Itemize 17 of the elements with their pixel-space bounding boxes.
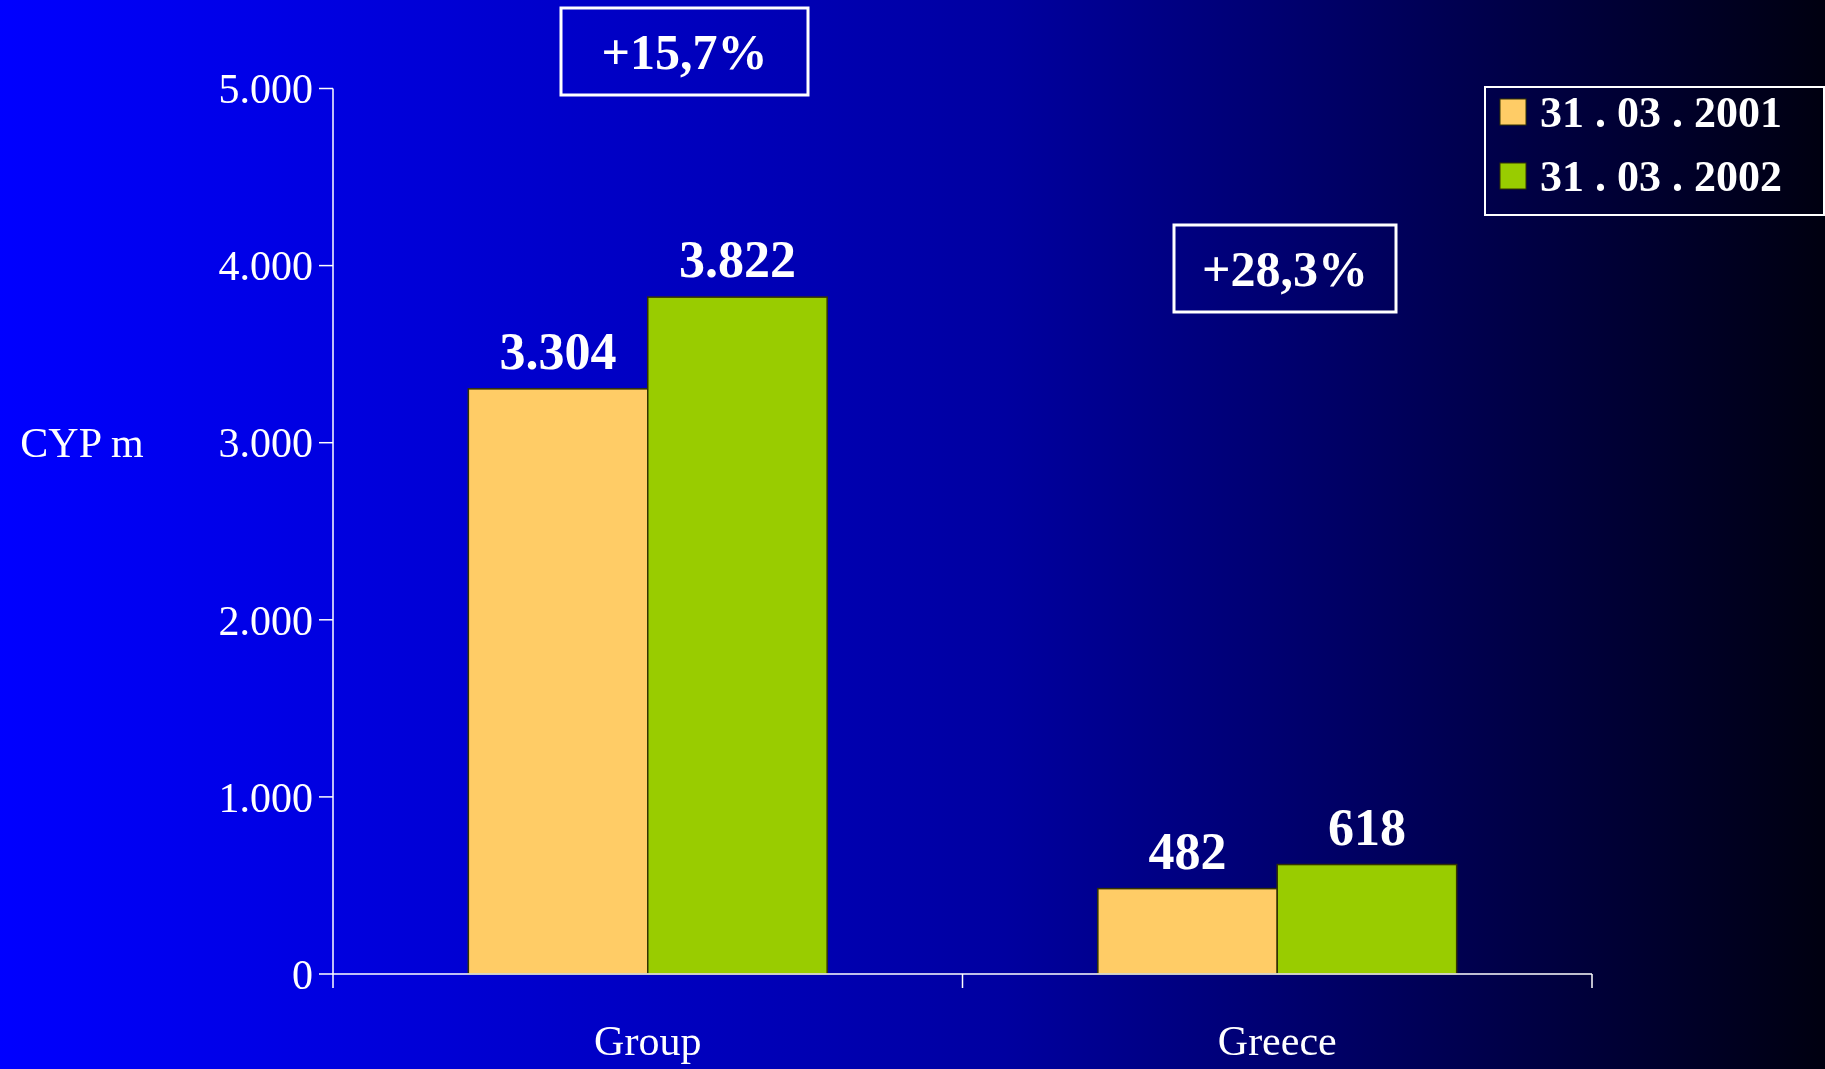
y-axis-title: CYP m [20, 420, 144, 467]
x-tick-label: Group [594, 1018, 702, 1064]
data-label: 618 [1327, 798, 1406, 856]
y-tick-label: 4.000 [218, 243, 313, 290]
legend-label: 31 . 03 . 2001 [1540, 88, 1782, 138]
legend-label: 31 . 03 . 2002 [1540, 152, 1782, 202]
text: +15,7% [601, 24, 768, 80]
data-label: 3.822 [678, 231, 796, 289]
y-tick-label: 2.000 [218, 597, 313, 644]
data-label: 482 [1148, 822, 1227, 880]
y-tick-label: 5.000 [218, 66, 313, 113]
data-label: 3.304 [499, 322, 617, 380]
y-tick-label: 1.000 [218, 774, 313, 821]
y-tick-label: 0 [292, 951, 313, 998]
x-tick-label: Greece [1217, 1018, 1337, 1064]
y-tick-label: 3.000 [218, 420, 313, 467]
annotation: +28,3% [1202, 241, 1368, 297]
